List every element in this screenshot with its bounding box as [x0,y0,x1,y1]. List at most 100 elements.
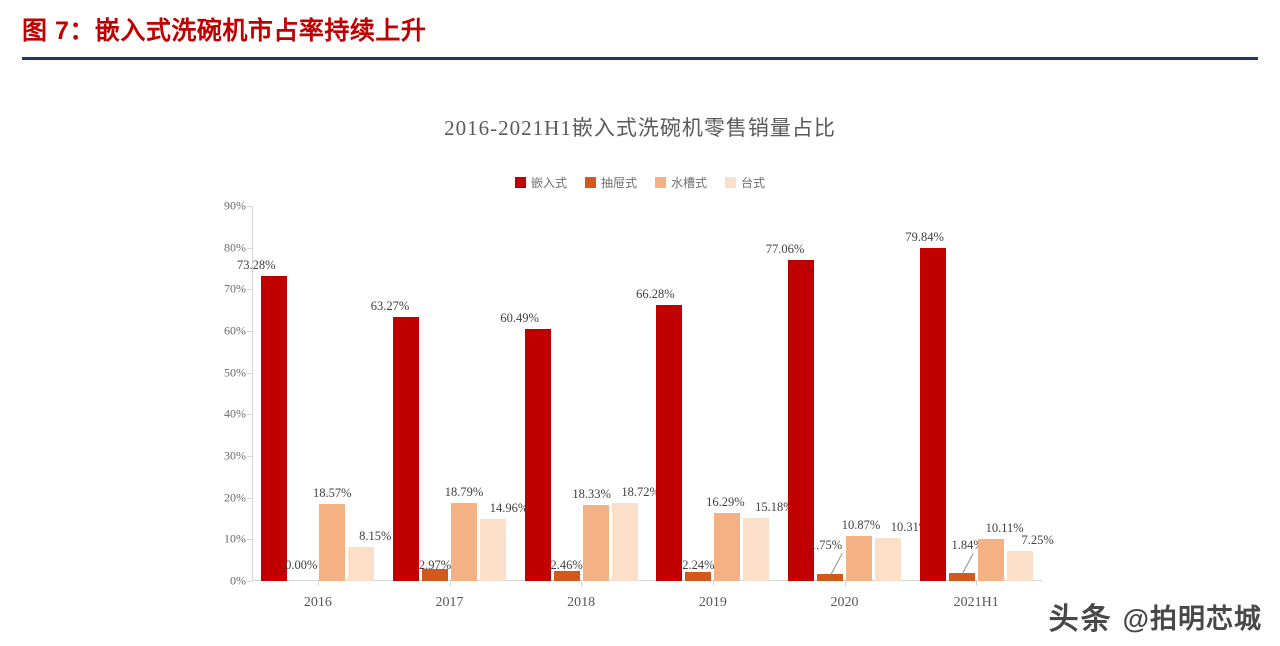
bar-value-label: 10.31% [890,520,930,535]
bar-嵌入式-2021H1[interactable]: 79.84% [905,230,946,581]
legend-swatch-icon [584,177,596,188]
bar-value-label: 1.84% [951,538,984,552]
bar-value-label: 0.00% [285,558,318,572]
y-axis-tick-mark [247,497,252,499]
legend-item-0[interactable]: 嵌入式 [514,174,567,191]
bar-value-label: 73.28% [237,257,276,272]
x-axis-tick-label: 2021H1 [953,595,999,610]
bar-抽屉式-2017[interactable]: 2.97% [419,558,451,581]
y-axis-line [252,206,253,581]
bar-水槽式-2020[interactable]: 10.87% [842,518,880,581]
bars: 79.84% 1.84% 10.11% 7.25% [905,206,1054,581]
bar-嵌入式-2020[interactable]: 77.06% [766,242,815,581]
figure-divider [22,57,1258,60]
bar-嵌入式-2018[interactable]: 60.49% [500,311,551,581]
y-axis-tick-mark [247,372,252,374]
bar-group-2020: 77.06% 1.75% 10.87% 10.31% 2020 [766,206,930,610]
bar-value-label: 60.49% [500,310,539,325]
bar-抽屉式-2018[interactable]: 2.46% [551,558,583,581]
bar-value-label: 77.06% [765,241,805,256]
x-axis-tick-label: 2017 [435,595,464,610]
x-axis-tick-mark [317,581,319,586]
bar-台式-2019[interactable]: 15.18% [743,500,794,581]
bar-groups: 73.28% 0.00% 18.57% 8.15% 2016 63.27% 2.97% 18.… [237,206,1054,610]
y-axis-tick-label: 80% [224,240,246,255]
bar-水槽式-2019[interactable]: 16.29% [706,495,745,581]
bar-value-label: 7.25% [1021,532,1054,547]
legend-item-2[interactable]: 水槽式 [655,174,707,191]
legend-swatch-icon [514,177,526,188]
bar-value-label: 66.28% [636,286,675,301]
bar-台式-2017[interactable]: 14.96% [480,501,528,581]
bar-台式-2021H1[interactable]: 7.25% [1006,533,1054,581]
bar-value-label: 14.96% [489,500,529,515]
x-axis-line [252,580,1042,581]
bar-value-label: 2.46% [550,558,583,572]
label-leader-line [830,553,843,575]
figure-header: 图 7：嵌入式洗碗机市占率持续上升 [22,14,1258,60]
bar-group-2019: 66.28% 2.24% 16.29% 15.18% 2019 [636,206,794,610]
x-axis-tick-mark [844,581,846,586]
bar-嵌入式-2016[interactable]: 73.28% [237,258,288,581]
legend-label: 台式 [741,176,766,190]
y-axis-tick-label: 0% [230,573,246,588]
bar-台式-2018[interactable]: 18.72% [611,485,660,581]
watermark: 头条 @拍明芯城 [1049,594,1262,638]
bar-抽屉式-2019[interactable]: 2.24% [682,558,714,581]
bar-水槽式-2018[interactable]: 18.33% [572,487,611,581]
bar-抽屉式-2020[interactable]: 1.75% [810,538,844,581]
y-axis-tick-mark [247,331,252,332]
bar-水槽式-2016[interactable]: 18.57% [313,486,352,581]
y-axis-tick-label: 40% [224,406,246,421]
x-axis-tick-label: 2016 [303,595,332,610]
label-leader-line [961,553,974,575]
x-axis-tick-mark [449,581,451,586]
bar-抽屉式-2021H1[interactable]: 1.84% [948,538,984,581]
legend-label: 嵌入式 [530,176,567,190]
y-axis-tick-label: 10% [224,531,246,546]
watermark-text: @拍明芯城 [1122,603,1262,634]
legend-item-1[interactable]: 抽屉式 [584,174,637,191]
bars: 77.06% 1.75% 10.87% 10.31% [766,206,929,581]
bar-value-label: 63.27% [370,299,410,314]
bar-value-label: 18.33% [572,486,611,501]
bar-value-label: 10.11% [985,520,1024,535]
plot-area: 0% 10% 20% 30% 40% 50% 60% 70% 80% 90% 73.28% 0.00… [224,199,1054,611]
bar-嵌入式-2019[interactable]: 66.28% [636,287,683,581]
bar-value-label: 79.84% [905,230,944,245]
y-axis-tick-mark [247,456,252,457]
bar-水槽式-2021H1[interactable]: 10.11% [977,521,1024,581]
x-axis-tick-mark [581,581,583,586]
bar-value-label: 1.75% [809,538,843,552]
y-axis-tick-label: 30% [224,448,246,463]
bar-group-2021H1: 79.84% 1.84% 10.11% 7.25% 2021H1 [905,206,1054,610]
legend-swatch-icon [655,177,666,188]
bar-group-2016: 73.28% 0.00% 18.57% 8.15% 2016 [237,206,391,610]
y-axis-tick-mark [247,289,252,291]
bar-台式-2016[interactable]: 8.15% [348,529,391,581]
bars: 66.28% 2.24% 16.29% 15.18% [636,206,794,581]
x-axis-tick-label: 2019 [698,595,727,610]
y-axis-tick-label: 70% [224,281,246,296]
chart-container: 2016-2021H1嵌入式洗碗机零售销量占比 嵌入式 抽屉式 水槽式 台式 0% 10… [200,98,1080,618]
bar-group-2017: 63.27% 2.97% 18.79% 14.96% 2017 [371,206,529,610]
bar-value-label: 16.29% [706,495,745,510]
y-axis-tick-mark [247,206,252,207]
bar-value-label: 2.24% [682,558,715,572]
bar-value-label: 15.18% [755,499,794,514]
bar-value-label: 2.97% [418,558,452,572]
y-axis-tick-mark [247,414,252,416]
bar-value-label: 8.15% [359,529,392,544]
bar-台式-2020[interactable]: 10.31% [875,520,929,581]
legend-item-3[interactable]: 台式 [725,174,765,191]
figure-heading: 图 7：嵌入式洗碗机市占率持续上升 [22,17,427,45]
y-axis-tick-mark [247,247,252,249]
x-axis-tick-label: 2020 [830,595,859,610]
bar-value-label: 18.79% [444,484,484,499]
bar-group-2018: 60.49% 2.46% 18.33% 18.72% 2018 [500,206,660,610]
bar-水槽式-2017[interactable]: 18.79% [445,485,483,581]
legend-label: 抽屉式 [600,176,637,190]
bar-value-label: 10.87% [841,517,881,532]
bar-嵌入式-2017[interactable]: 63.27% [371,299,419,581]
